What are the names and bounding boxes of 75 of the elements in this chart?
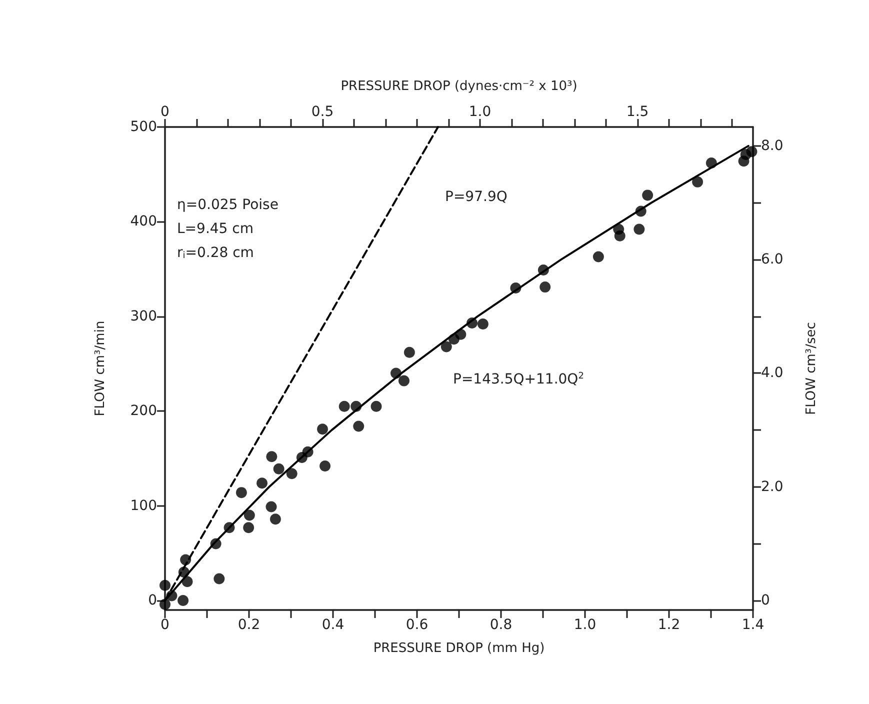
- x-tick-label: 0: [160, 617, 170, 633]
- point: [266, 451, 278, 462]
- point: [338, 400, 350, 412]
- x-tick-label: 0.8: [490, 617, 512, 633]
- point: [398, 375, 410, 386]
- x-tick-label: 0.2: [238, 617, 260, 633]
- point: [510, 282, 522, 294]
- y2-tick-label: 8.0: [761, 138, 784, 154]
- x-tick-label: 1.4: [742, 617, 764, 633]
- point: [224, 522, 235, 534]
- y2-tick-label: 0: [761, 592, 770, 609]
- point: [273, 463, 284, 474]
- annotation: L=9.45 cm: [177, 221, 254, 237]
- x2-axis-title: PRESSURE DROP (dynes·cm⁻² x 10³): [340, 79, 578, 94]
- point: [180, 554, 192, 566]
- point: [592, 251, 604, 262]
- point: [353, 420, 364, 432]
- annotation: η=0.025 Poise: [177, 197, 278, 213]
- point: [160, 580, 170, 591]
- x2-tick-label: 0: [160, 104, 170, 120]
- point: [706, 157, 717, 168]
- point: [642, 190, 654, 201]
- point: [466, 318, 478, 329]
- point: [214, 573, 225, 584]
- y-tick-label: 300: [130, 308, 157, 324]
- point: [210, 538, 222, 550]
- point: [236, 487, 247, 498]
- point: [370, 400, 382, 412]
- x-tick-label: 1.0: [574, 617, 596, 633]
- point: [540, 282, 551, 293]
- y2-tick-label: 4.0: [761, 365, 784, 382]
- point: [178, 566, 190, 578]
- y-tick-label: 100: [130, 498, 157, 514]
- y-tick-label: 0: [148, 592, 157, 609]
- x2-tick-label: 0.5: [311, 104, 334, 120]
- x-tick-label: 1.2: [658, 617, 680, 633]
- point: [182, 576, 193, 588]
- y-tick-label: 400: [130, 214, 157, 230]
- point: [160, 598, 170, 610]
- annotation: ri=0.28 cm: [177, 245, 254, 261]
- x-tick-label: 0.4: [322, 617, 344, 633]
- point: [320, 460, 331, 472]
- point: [166, 590, 178, 602]
- point: [455, 328, 466, 340]
- point: [440, 341, 452, 352]
- point: [302, 446, 314, 458]
- x-axis-title: PRESSURE DROP (mm Hg): [373, 641, 545, 656]
- point: [746, 146, 758, 158]
- point: [270, 514, 281, 525]
- point: [244, 510, 255, 521]
- point: [243, 522, 254, 534]
- point: [614, 230, 626, 242]
- point: [634, 224, 645, 235]
- point: [266, 501, 277, 512]
- y2-tick-label: 6.0: [761, 252, 784, 268]
- y-axis-title: FLOW cm³/min: [93, 320, 108, 416]
- x2-tick-label: 1.5: [626, 104, 649, 120]
- annotation: P=97.9Q: [445, 189, 508, 205]
- point: [286, 468, 298, 480]
- point: [404, 346, 415, 358]
- point: [317, 424, 328, 435]
- y-tick-label: 200: [130, 403, 157, 420]
- point: [692, 176, 704, 188]
- point: [350, 400, 362, 412]
- x-tick-label: 0.6: [406, 617, 428, 633]
- x2-tick-label: 1.0: [468, 104, 492, 120]
- point: [390, 368, 402, 379]
- point: [477, 318, 488, 330]
- point: [538, 264, 549, 276]
- point: [256, 478, 268, 489]
- point: [178, 595, 189, 606]
- y-tick-label: 500: [130, 119, 157, 135]
- point: [635, 206, 646, 217]
- y2-axis-title: FLOW cm³/sec: [804, 322, 819, 415]
- y2-tick-label: 2.0: [761, 478, 784, 495]
